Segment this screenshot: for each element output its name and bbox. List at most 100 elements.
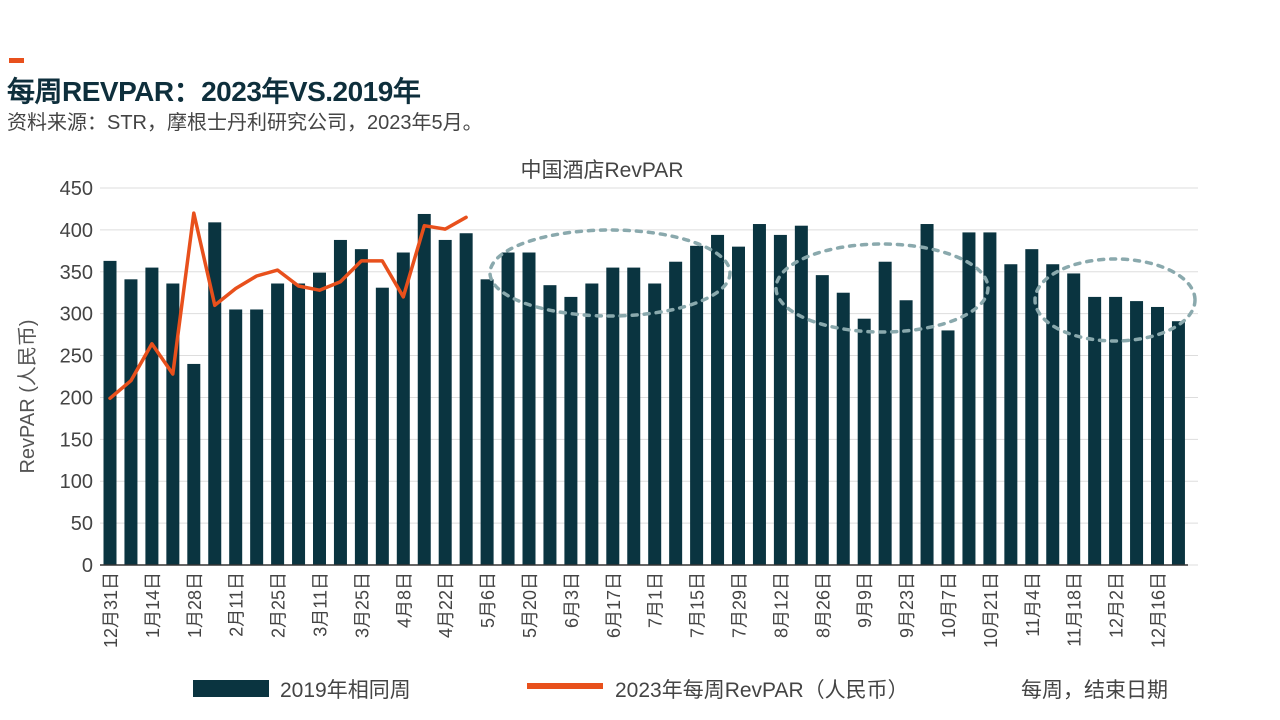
bar-2019 — [1046, 264, 1060, 565]
bar-2019 — [794, 225, 808, 565]
source-note: 资料来源：STR，摩根士丹利研究公司，2023年5月。 — [7, 112, 483, 134]
bar-2019 — [417, 213, 431, 565]
x-tick-label: 9月23日 — [897, 572, 917, 638]
bar-2019 — [669, 261, 683, 565]
bar-2019 — [857, 318, 871, 565]
x-tick-label: 3月25日 — [352, 572, 372, 638]
x-tick-label: 5月20日 — [520, 572, 540, 638]
bar-2019 — [375, 287, 389, 565]
y-tick-label: 0 — [82, 555, 93, 577]
chart-title: 中国酒店RevPAR — [521, 159, 684, 182]
bar-2019 — [250, 309, 264, 565]
bar-2019 — [711, 234, 725, 565]
bar-2019 — [103, 260, 117, 565]
x-tick-label: 2月25日 — [269, 572, 289, 638]
x-tick-label: 2月11日 — [227, 572, 247, 637]
bar-2019 — [543, 285, 557, 565]
bar-2019 — [1109, 296, 1123, 565]
y-tick-label: 300 — [60, 304, 93, 326]
y-tick-label: 350 — [60, 262, 93, 284]
bar-2019 — [1088, 296, 1102, 565]
accent-dash — [9, 58, 24, 63]
x-tick-label: 5月6日 — [478, 572, 498, 628]
bar-2019 — [920, 224, 934, 565]
bar-2019 — [962, 232, 976, 565]
bar-2019 — [229, 309, 243, 565]
bar-2019 — [1151, 306, 1164, 565]
y-tick-label: 150 — [60, 429, 93, 451]
bar-2019 — [438, 239, 452, 566]
bar-2019 — [124, 279, 138, 565]
bar-2019 — [1004, 264, 1018, 565]
bar-2019 — [1067, 273, 1081, 565]
highlight-ellipse — [1033, 257, 1197, 343]
bar-2019 — [773, 234, 787, 565]
bar-2019 — [941, 330, 955, 565]
bar-2019 — [752, 224, 766, 565]
x-tick-label: 11月4日 — [1023, 572, 1043, 637]
bar-2019 — [836, 292, 850, 565]
x-tick-label: 7月29日 — [730, 572, 750, 638]
y-tick-label: 50 — [71, 513, 93, 535]
y-tick-label: 450 — [60, 178, 93, 200]
bar-2019 — [459, 233, 473, 566]
bar-2019 — [1130, 301, 1144, 565]
x-tick-label: 10月21日 — [981, 572, 1001, 648]
bar-2019 — [564, 296, 578, 565]
bar-2019 — [187, 363, 201, 565]
bar-2019 — [878, 261, 892, 565]
bar-2019 — [313, 272, 326, 565]
bar-2019 — [145, 267, 159, 565]
bar-2019 — [983, 232, 997, 565]
bar-2019 — [1025, 249, 1039, 565]
x-tick-label: 12月31日 — [101, 572, 121, 648]
line-2023 — [108, 211, 468, 401]
bar-2019 — [396, 252, 410, 565]
x-tick-label: 4月22日 — [436, 572, 456, 638]
bar-2019 — [292, 283, 306, 565]
bar-2019 — [271, 283, 285, 565]
x-tick-label: 7月1日 — [646, 572, 666, 628]
y-tick-label: 200 — [60, 387, 93, 409]
highlight-ellipse — [774, 242, 990, 334]
x-tick-label: 8月12日 — [771, 572, 791, 638]
x-tick-label: 4月8日 — [394, 572, 414, 628]
x-tick-label: 1月14日 — [143, 572, 163, 638]
page-title: 每周REVPAR：2023年VS.2019年 — [7, 76, 421, 107]
bar-2019 — [899, 300, 913, 565]
y-tick-label: 250 — [60, 346, 93, 368]
x-tick-label: 11月18日 — [1065, 572, 1085, 647]
x-tick-label: 9月9日 — [855, 572, 875, 628]
bar-2019 — [606, 267, 620, 565]
y-tick-label: 400 — [60, 220, 93, 242]
x-axis-label: 每周，结束日期 — [1021, 679, 1168, 702]
x-tick-label: 12月16日 — [1149, 572, 1169, 648]
bar-2019 — [522, 252, 536, 565]
y-axis-label: RevPAR (人民币) — [16, 319, 39, 473]
bar-2019 — [501, 252, 515, 565]
y-tick-label: 100 — [60, 471, 93, 493]
bar-2019 — [585, 283, 599, 565]
x-tick-label: 6月17日 — [604, 572, 624, 638]
bar-2019 — [627, 267, 641, 565]
x-tick-label: 3月11日 — [311, 572, 331, 637]
x-tick-label: 7月15日 — [688, 572, 708, 638]
legend-swatch-2023 — [527, 683, 603, 689]
bar-2019 — [1171, 321, 1185, 565]
x-tick-label: 12月2日 — [1107, 572, 1127, 638]
bar-2019 — [648, 283, 662, 565]
bar-2019 — [208, 222, 222, 566]
bar-2019 — [480, 279, 494, 565]
highlight-ellipse — [488, 228, 732, 318]
legend-swatch-2019 — [193, 680, 269, 697]
x-tick-label: 6月3日 — [562, 572, 582, 628]
bar-2019 — [333, 239, 347, 566]
x-tick-label: 8月26日 — [813, 572, 833, 638]
bar-2019 — [732, 246, 745, 565]
x-tick-label: 1月28日 — [185, 572, 205, 638]
x-tick-label: 10月7日 — [939, 572, 959, 638]
legend-label-2023: 2023年每周RevPAR（人民币） — [615, 679, 909, 702]
bar-2019 — [815, 275, 829, 565]
legend-label-2019: 2019年相同周 — [280, 679, 411, 702]
